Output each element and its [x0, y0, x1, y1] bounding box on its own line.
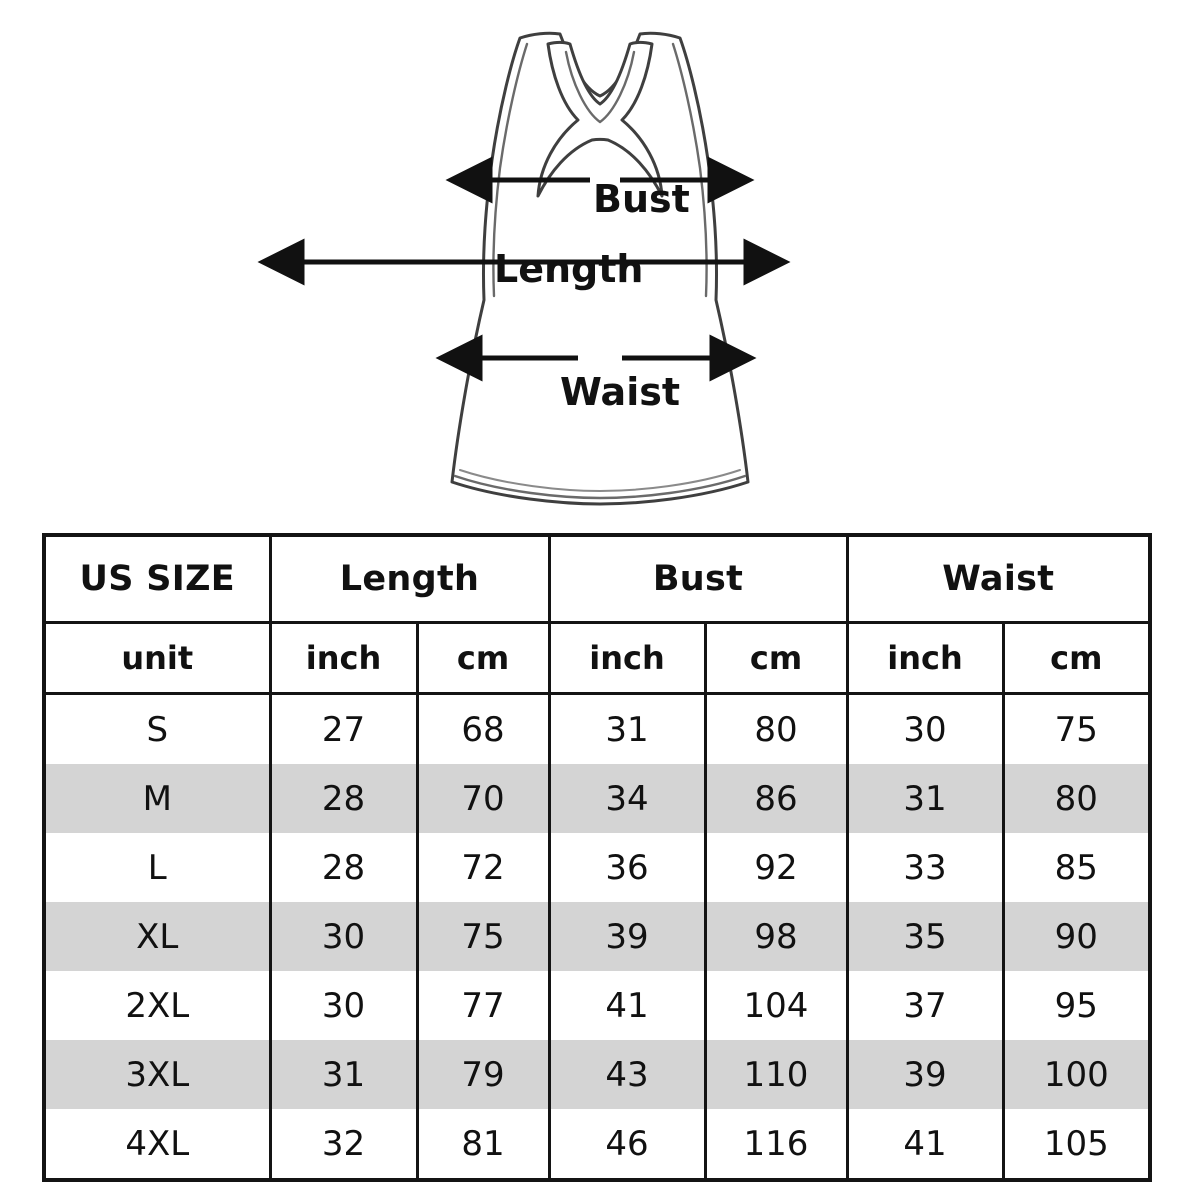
table-body: S 27 68 31 80 30 75 M 28 70 34 86 31 80 L 28 72 36 92 33 85 X… [44, 693, 1151, 1180]
group-header-us-size: US SIZE [44, 535, 272, 624]
cell-length-inch: 28 [270, 833, 419, 902]
unit-header-unit: unit [44, 622, 272, 695]
table-head: US SIZE Length Bust Waist unit inch cm i… [44, 535, 1151, 695]
cell-bust-cm: 116 [705, 1109, 849, 1180]
cell-size: XL [44, 902, 272, 971]
cell-waist-inch: 41 [847, 1109, 1005, 1180]
waist-label: Waist [560, 370, 680, 414]
cell-bust-inch: 34 [549, 764, 707, 833]
cell-waist-cm: 105 [1043, 1123, 1109, 1164]
cell-size: 2XL [44, 971, 272, 1040]
cell-bust-cm: 104 [705, 971, 849, 1040]
cell-waist-inch: 31 [847, 764, 1005, 833]
cell-waist-cm: 90 [1003, 902, 1151, 971]
cell-waist-cm: 85 [1054, 847, 1098, 888]
unit-header-bust-cm: cm [705, 622, 849, 695]
cell-waist-inch: 39 [847, 1040, 1005, 1109]
group-header-row: US SIZE Length Bust Waist [44, 535, 1151, 624]
table-row: M 28 70 34 86 31 80 [44, 764, 1151, 833]
unit-header-bust-inch: inch [549, 622, 707, 695]
cell-length-cm: 72 [417, 833, 551, 902]
unit-header-length-inch: inch [270, 622, 419, 695]
cell-bust-inch: 39 [549, 902, 707, 971]
unit-header-waist-cm: cm [1003, 622, 1151, 695]
table-row: 2XL 30 77 41 104 37 95 [44, 971, 1150, 1040]
table-row: XL 30 75 39 98 35 90 [44, 902, 1151, 971]
table-row: L 28 72 36 92 33 85 [44, 833, 1150, 902]
cell-bust-inch: 41 [549, 971, 707, 1040]
cell-waist-inch: 35 [847, 902, 1005, 971]
size-chart-table: US SIZE Length Bust Waist unit inch cm i… [42, 533, 1153, 1182]
cell-length-inch: 32 [270, 1109, 419, 1180]
cell-length-inch: 30 [270, 902, 419, 971]
cell-size: S [44, 693, 272, 764]
garment-illustration-panel: Bust Length Waist [0, 0, 1200, 520]
cell-waist-cm: 95 [1054, 985, 1098, 1026]
tank-top-diagram-svg: Bust Length Waist [257, 31, 791, 506]
cell-length-inch: 28 [270, 764, 419, 833]
length-label: Length [494, 247, 643, 291]
cell-length-cm: 70 [417, 764, 551, 833]
cell-size: 4XL [44, 1109, 272, 1180]
unit-header-waist-inch: inch [847, 622, 1005, 695]
cell-bust-cm: 92 [705, 833, 849, 902]
table-row: 3XL 31 79 43 110 39 100 [44, 1040, 1151, 1109]
cell-bust-cm: 80 [705, 693, 849, 764]
cell-length-cm: 81 [417, 1109, 551, 1180]
cell-waist-inch: 30 [847, 693, 1005, 764]
group-header-waist: Waist [847, 535, 1151, 624]
cell-bust-cm: 98 [705, 902, 849, 971]
cell-bust-cm: 110 [705, 1040, 849, 1109]
cell-waist-inch: 33 [847, 833, 1005, 902]
cell-size: M [44, 764, 272, 833]
group-header-length: Length [270, 535, 551, 624]
bust-label: Bust [593, 177, 690, 221]
table-row: 4XL 32 81 46 116 41 105 [44, 1109, 1150, 1180]
cell-waist-cm: 100 [1003, 1040, 1151, 1109]
cell-size: L [44, 833, 272, 902]
cell-length-cm: 68 [417, 693, 551, 764]
cell-waist-cm: 80 [1003, 764, 1151, 833]
unit-header-length-cm: cm [417, 622, 551, 695]
cell-length-inch: 31 [270, 1040, 419, 1109]
cell-length-cm: 77 [417, 971, 551, 1040]
cell-length-cm: 79 [417, 1040, 551, 1109]
table-row: S 27 68 31 80 30 75 [44, 693, 1150, 764]
cell-waist-cm: 75 [1054, 709, 1098, 750]
size-chart-container: US SIZE Length Bust Waist unit inch cm i… [42, 533, 1153, 1182]
cell-length-inch: 30 [270, 971, 419, 1040]
cell-length-inch: 27 [270, 693, 419, 764]
cell-bust-inch: 43 [549, 1040, 707, 1109]
cell-size: 3XL [44, 1040, 272, 1109]
group-header-bust: Bust [549, 535, 849, 624]
cell-bust-cm: 86 [705, 764, 849, 833]
cell-bust-inch: 46 [549, 1109, 707, 1180]
unit-header-row: unit inch cm inch cm inch cm [44, 622, 1151, 695]
cell-bust-inch: 36 [549, 833, 707, 902]
cell-bust-inch: 31 [549, 693, 707, 764]
cell-length-cm: 75 [417, 902, 551, 971]
cell-waist-inch: 37 [847, 971, 1005, 1040]
